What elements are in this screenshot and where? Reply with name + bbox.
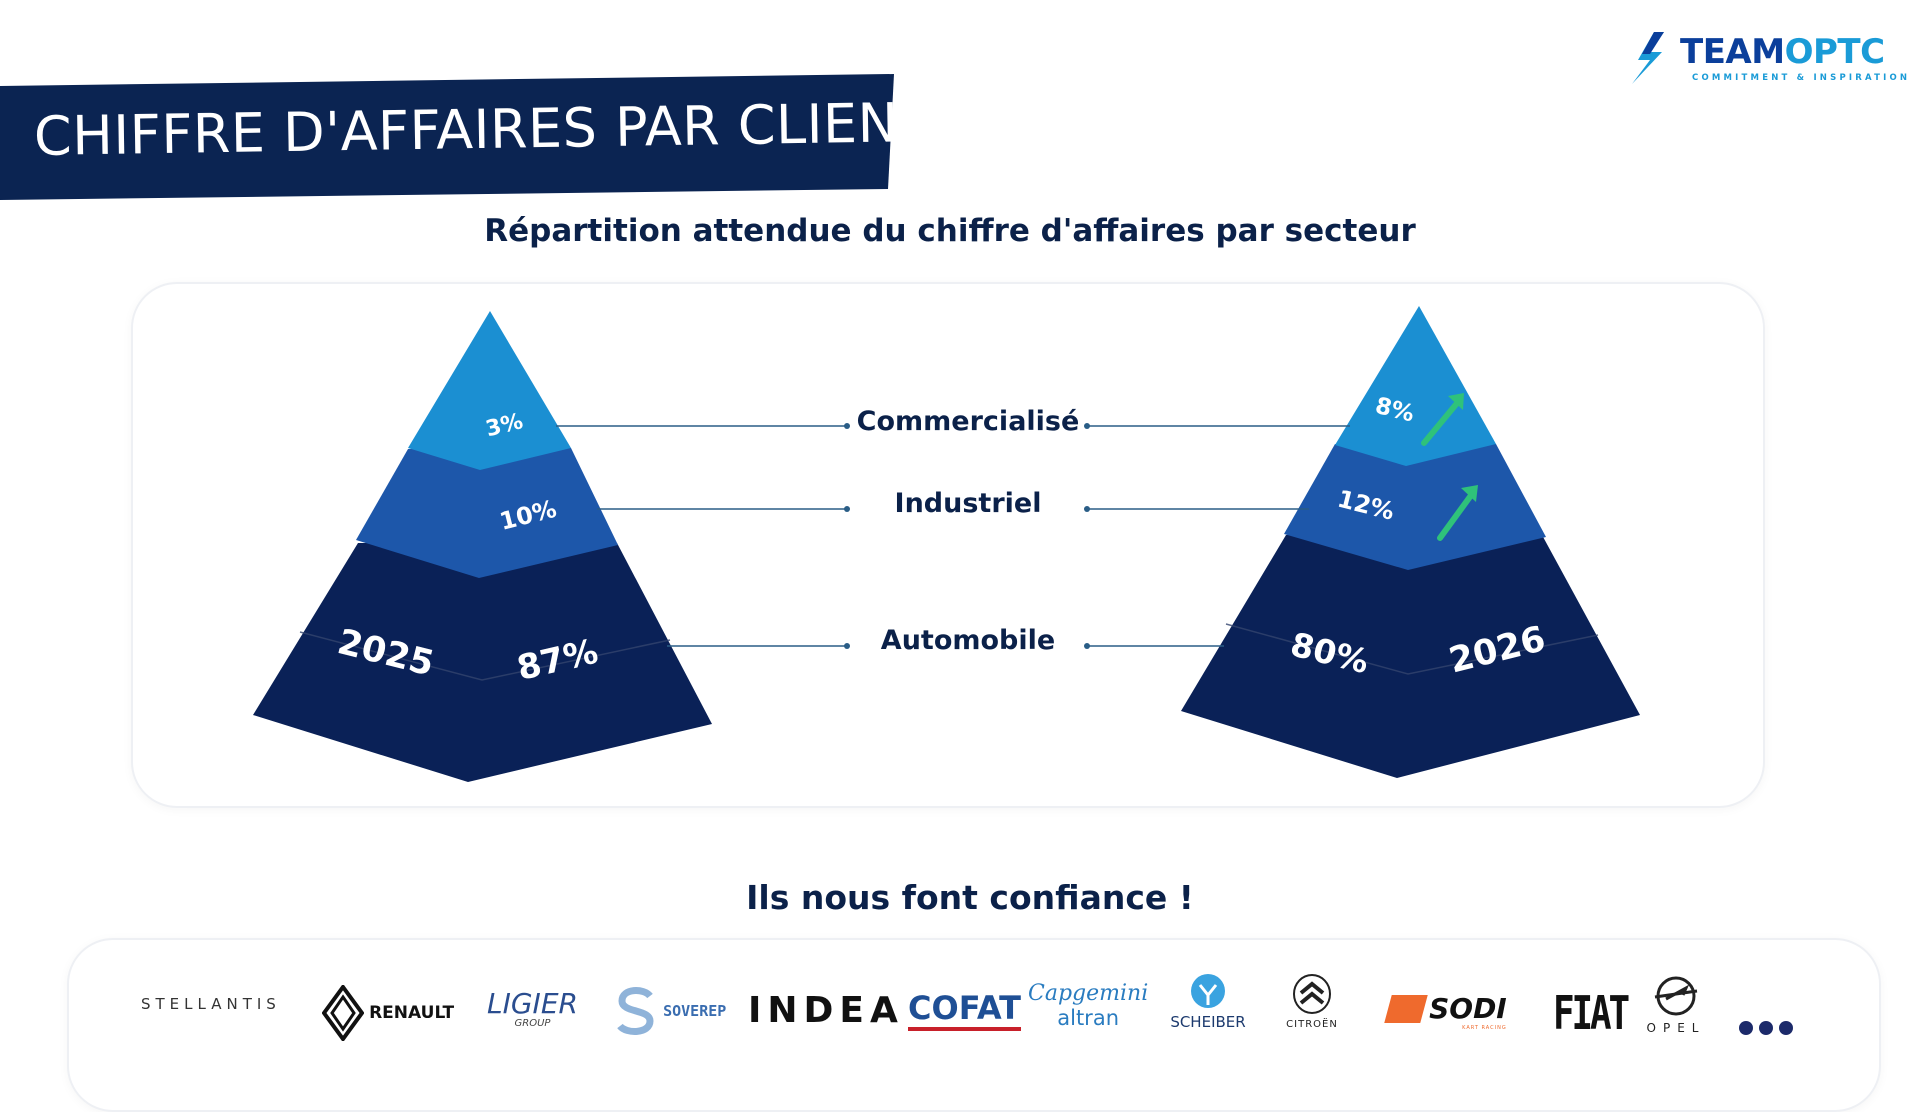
pyramid-chart: 3% 10% 87% 2025 8% 12% 80% 2026 bbox=[253, 306, 1640, 782]
brand-wordmark: TEAMOPTC bbox=[1680, 32, 1885, 72]
trend-arrow-industriel-icon bbox=[1437, 485, 1478, 541]
pyramid-2026-automobile-layer bbox=[1181, 535, 1640, 778]
brand-logo: TEAMOPTC COMMITMENT & INSPIRATION bbox=[1628, 30, 1908, 90]
citroen-chevrons-icon bbox=[1293, 974, 1331, 1014]
pyramid-2026-commercialise-layer bbox=[1335, 306, 1496, 466]
pyramid-2026-divider bbox=[1225, 623, 1599, 675]
renault-diamond-icon bbox=[321, 983, 365, 1043]
trend-arrow-commercialise-icon bbox=[1421, 393, 1464, 446]
pyramid-2025 bbox=[253, 311, 712, 782]
opel-blitz-icon bbox=[1654, 976, 1698, 1016]
pyramid-2026-industriel-layer bbox=[1284, 444, 1546, 570]
pyramid-2025-divider bbox=[299, 631, 671, 681]
pyramid-2025-industriel-layer bbox=[356, 448, 618, 578]
pyramid-2026 bbox=[1181, 306, 1640, 778]
fiat-logo: FIAT bbox=[1553, 986, 1630, 1040]
indea-logo: INDEA bbox=[748, 990, 904, 1031]
category-label-commercialise: Commercialisé bbox=[856, 406, 1080, 437]
scheiber-emblem-icon bbox=[1191, 974, 1225, 1008]
soverep-logo: SOVEREP bbox=[614, 986, 726, 1036]
scheiber-logo: SCHEIBER bbox=[1160, 973, 1256, 1031]
opel-logo: OPEL bbox=[1637, 975, 1715, 1035]
ligier-logo: LIGIER GROUP bbox=[487, 987, 578, 1030]
chart-subtitle: Répartition attendue du chiffre d'affair… bbox=[484, 213, 1416, 249]
category-label-industriel: Industriel bbox=[894, 488, 1042, 519]
pyramid-2025-commercialise-layer bbox=[408, 311, 571, 470]
category-label-automobile: Automobile bbox=[880, 625, 1056, 656]
citroen-logo: CITROËN bbox=[1277, 973, 1347, 1030]
stellantis-logo: STELLANTIS bbox=[141, 995, 281, 1013]
more-dots-icon bbox=[1739, 1021, 1793, 1035]
lightning-logo-icon bbox=[1632, 32, 1664, 84]
trust-title: Ils nous font confiance ! bbox=[746, 878, 1194, 917]
pyramid-2025-automobile-layer bbox=[253, 543, 712, 782]
renault-logo: RENAULT bbox=[321, 983, 454, 1043]
sodi-mark-icon bbox=[1384, 994, 1428, 1023]
sodi-logo: SODI KART RACING bbox=[1384, 992, 1507, 1031]
title-banner bbox=[0, 74, 894, 200]
soverep-s-icon bbox=[617, 987, 654, 1035]
brand-tagline: COMMITMENT & INSPIRATION bbox=[1692, 73, 1911, 83]
capgemini-logo: Capgemini altran bbox=[1028, 981, 1149, 1031]
cofat-logo: COFAT bbox=[908, 989, 1021, 1031]
